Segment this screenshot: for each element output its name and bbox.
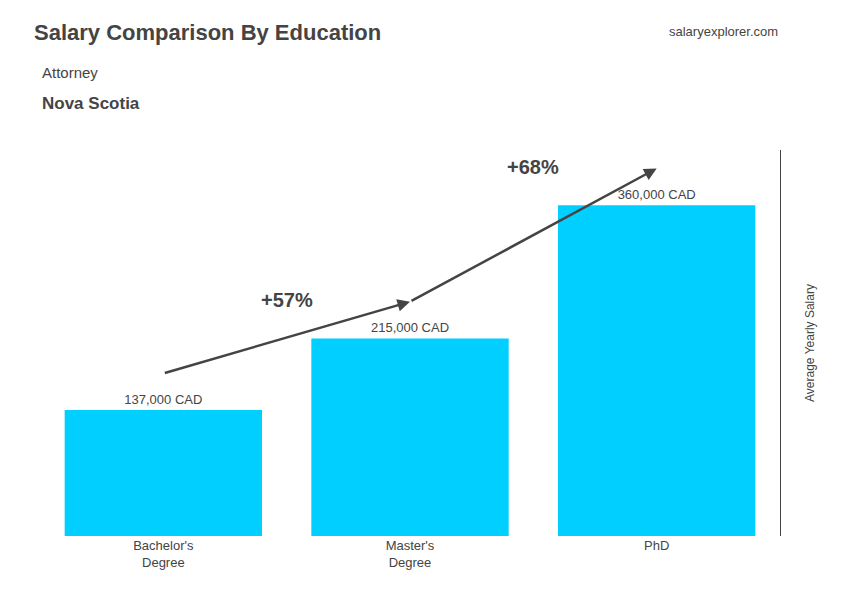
svg-text:Attorney: Attorney xyxy=(42,64,98,81)
svg-text:salaryexplorer.com: salaryexplorer.com xyxy=(669,24,778,39)
svg-text:+68%: +68% xyxy=(507,156,559,178)
svg-text:PhD: PhD xyxy=(644,538,669,553)
svg-text:137,000 CAD: 137,000 CAD xyxy=(124,392,202,407)
svg-text:+57%: +57% xyxy=(261,289,313,311)
svg-text:Bachelor'sDegree: Bachelor'sDegree xyxy=(133,538,194,570)
svg-text:360,000 CAD: 360,000 CAD xyxy=(618,187,696,202)
svg-text:Average Yearly Salary: Average Yearly Salary xyxy=(803,284,817,402)
svg-text:Nova Scotia: Nova Scotia xyxy=(42,94,140,113)
svg-text:215,000 CAD: 215,000 CAD xyxy=(371,320,449,335)
svg-text:Salary Comparison By Education: Salary Comparison By Education xyxy=(34,20,381,45)
svg-text:Master'sDegree: Master'sDegree xyxy=(386,538,435,570)
